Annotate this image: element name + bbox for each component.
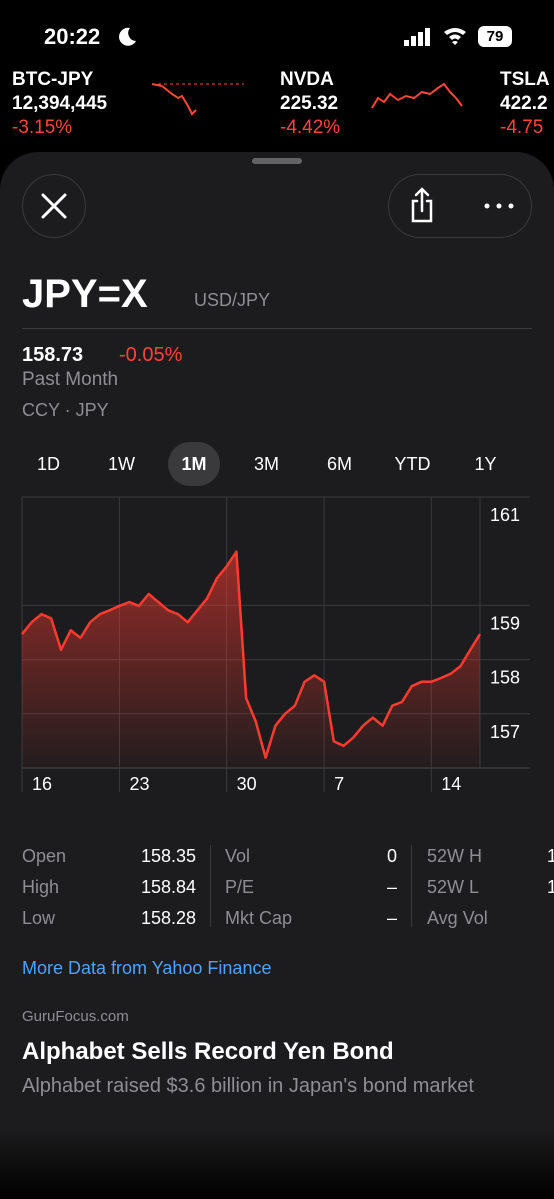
signal-wifi-icons xyxy=(404,28,466,46)
stat-label: 52W H xyxy=(427,846,483,866)
symbol-title: JPY=X xyxy=(22,272,148,316)
price: 158.73 xyxy=(22,344,84,366)
stat-row: Low 158.28 xyxy=(22,905,196,936)
stats-column: Open 158.35 High 158.84 Low 158.28 xyxy=(22,843,196,936)
stat-label: Avg Vol xyxy=(427,908,488,928)
stat-row: High 158.84 xyxy=(22,874,196,905)
ticker-item[interactable]: BTC-JPY 12,394,445 -3.15% xyxy=(12,68,107,140)
x-tick-label: 23 xyxy=(129,774,149,794)
y-tick-label: 159 xyxy=(490,613,520,633)
stat-row: 52W H 16 xyxy=(427,843,554,874)
stat-value: 14 xyxy=(546,877,554,897)
stat-label: P/E xyxy=(225,877,255,897)
stat-label: Low xyxy=(22,908,56,928)
close-button[interactable] xyxy=(22,174,86,238)
ticker-symbol: BTC-JPY xyxy=(12,69,94,90)
stat-row: Avg Vol xyxy=(427,905,554,936)
news-headline[interactable]: Alphabet Sells Record Yen Bond xyxy=(22,1038,394,1065)
grabber[interactable] xyxy=(252,158,302,164)
divider xyxy=(210,845,211,927)
stat-value: – xyxy=(386,908,397,928)
stat-value: 0 xyxy=(386,846,397,866)
ticker-change: -3.15% xyxy=(12,117,73,138)
stat-value: 16 xyxy=(546,846,554,866)
stat-label: Mkt Cap xyxy=(225,908,293,928)
range-button[interactable]: 6M xyxy=(326,454,352,474)
ticker-change: -4.75 xyxy=(500,117,544,138)
range-button[interactable]: YTD xyxy=(394,454,431,474)
stats-column: 52W H 16 52W L 14 Avg Vol xyxy=(427,843,554,936)
moon-icon xyxy=(119,27,136,46)
x-tick-label: 16 xyxy=(32,774,52,794)
divider xyxy=(22,328,532,329)
stat-value: 158.28 xyxy=(140,908,196,928)
bottom-fade xyxy=(0,1098,554,1199)
range-button[interactable]: 1Y xyxy=(474,454,497,474)
news-snippet: Alphabet raised $3.6 billion in Japan's … xyxy=(22,1075,474,1097)
period: Past Month xyxy=(22,369,119,390)
range-button[interactable]: 1D xyxy=(36,454,60,474)
price-line xyxy=(21,550,482,759)
ticker-price: 422.2 xyxy=(500,93,548,114)
x-tick-label: 30 xyxy=(237,774,257,794)
stat-row: Vol 0 xyxy=(225,843,397,874)
battery: 79 xyxy=(478,26,512,47)
news-source: GuruFocus.com xyxy=(22,1008,129,1025)
stat-row: Mkt Cap – xyxy=(225,905,397,936)
price-change: -0.05% xyxy=(119,344,183,366)
divider xyxy=(411,845,412,927)
ticker-item[interactable]: NVDA 225.32 -4.42% xyxy=(280,68,340,140)
stat-label: Open xyxy=(22,846,67,866)
ticker-item[interactable]: TSLA 422.2 -4.75 xyxy=(500,68,550,140)
stat-row: Open 158.35 xyxy=(22,843,196,874)
ticker-sparkline xyxy=(152,83,244,116)
symbol-name: USD/JPY xyxy=(194,290,271,310)
ticker-sparkline xyxy=(371,82,463,109)
price-chart: 161 159 158 157 16 23 30 7 14 xyxy=(21,496,530,794)
stat-value: 158.35 xyxy=(140,846,196,866)
more-data-link[interactable]: More Data from Yahoo Finance xyxy=(22,958,272,978)
ticker-price: 225.32 xyxy=(280,93,339,114)
y-tick-label: 157 xyxy=(490,722,520,742)
stats-column: Vol 0 P/E – Mkt Cap – xyxy=(225,843,397,936)
exchange: CCY · JPY xyxy=(22,400,109,420)
stat-label: 52W L xyxy=(427,877,480,897)
stat-row: P/E – xyxy=(225,874,397,905)
ticker-change: -4.42% xyxy=(280,117,341,138)
range-button[interactable]: 3M xyxy=(253,454,279,474)
x-tick-label: 7 xyxy=(334,774,344,794)
stat-label: High xyxy=(22,877,60,897)
share-button[interactable] xyxy=(389,175,531,237)
y-tick-label: 158 xyxy=(490,668,520,688)
stat-value: – xyxy=(386,877,397,897)
range-button[interactable]: 1M xyxy=(168,442,220,486)
ticker-symbol: TSLA xyxy=(500,69,550,90)
ticker-price: 12,394,445 xyxy=(12,93,108,114)
range-selector: 1D1W1M3M6MYTD1Y2 xyxy=(12,442,554,486)
stat-label: Vol xyxy=(225,846,251,866)
action-group xyxy=(388,174,532,238)
stat-value: 158.84 xyxy=(140,877,196,897)
stat-row: 52W L 14 xyxy=(427,874,554,905)
y-tick-label: 161 xyxy=(490,505,520,525)
range-button[interactable]: 1W xyxy=(108,454,135,474)
status-time: 20:22 xyxy=(44,24,101,49)
x-tick-label: 14 xyxy=(441,774,461,794)
ticker-symbol: NVDA xyxy=(280,69,334,90)
